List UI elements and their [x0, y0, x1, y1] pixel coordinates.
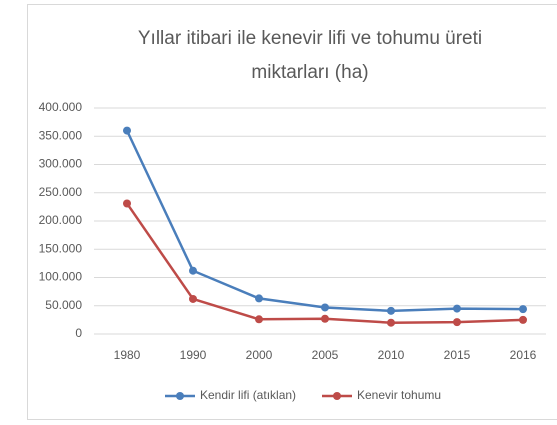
y-tick-label: 350.000 [39, 128, 83, 142]
y-tick-label: 250.000 [39, 185, 83, 199]
legend-label: Kenevir tohumu [357, 388, 441, 402]
y-tick-label: 200.000 [39, 213, 83, 227]
point [321, 303, 329, 312]
point [189, 294, 197, 303]
y-tick-label: 100.000 [39, 270, 83, 284]
chart-frame [27, 4, 557, 420]
x-tick-label: 2005 [312, 348, 339, 362]
point [255, 294, 263, 303]
point [453, 318, 461, 327]
chart-title: Yıllar itibari ile kenevir lifi ve tohum… [137, 28, 483, 83]
x-tick-label: 2016 [510, 348, 537, 362]
x-tick-label: 2000 [246, 348, 273, 362]
x-tick-label: 2010 [378, 348, 405, 362]
point [453, 304, 461, 313]
point [387, 306, 395, 315]
point [123, 126, 131, 135]
y-tick-label: 300.000 [39, 157, 83, 171]
point [519, 305, 527, 314]
x-tick-label: 1980 [114, 348, 141, 362]
y-tick-label: 0 [75, 326, 82, 340]
point [189, 266, 197, 275]
y-tick-label: 50.000 [45, 298, 82, 312]
point [519, 315, 527, 324]
x-tick-label: 2015 [444, 348, 471, 362]
legend-marker [176, 392, 184, 400]
point [321, 314, 329, 323]
point [255, 315, 263, 324]
x-tick-label: 1990 [180, 348, 207, 362]
y-tick-label: 400.000 [39, 100, 83, 114]
legend-label: Kendir lifi (atıklan) [200, 388, 296, 402]
point [387, 318, 395, 327]
y-tick-label: 150.000 [39, 241, 83, 255]
legend-marker [333, 392, 341, 400]
point [123, 199, 131, 208]
